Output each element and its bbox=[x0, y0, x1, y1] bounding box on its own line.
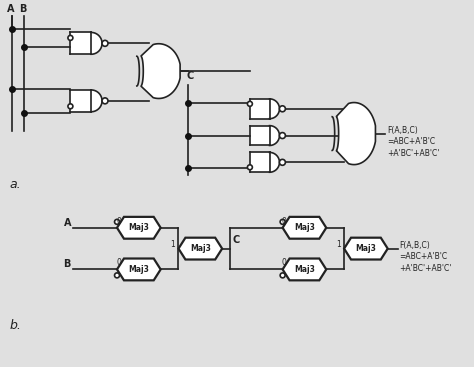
Text: F(A,B,C)
=ABC+A'B'C
+A'BC'+AB'C': F(A,B,C) =ABC+A'B'C +A'BC'+AB'C' bbox=[387, 126, 440, 158]
Circle shape bbox=[280, 132, 285, 138]
Polygon shape bbox=[344, 238, 388, 259]
Text: C: C bbox=[232, 235, 239, 245]
Text: Maj3: Maj3 bbox=[128, 265, 149, 274]
Circle shape bbox=[247, 165, 252, 170]
Text: Maj3: Maj3 bbox=[190, 244, 211, 253]
Polygon shape bbox=[250, 99, 280, 119]
Text: Maj3: Maj3 bbox=[356, 244, 376, 253]
Text: B: B bbox=[19, 4, 26, 14]
Text: B: B bbox=[64, 259, 71, 269]
Text: 0: 0 bbox=[116, 258, 121, 268]
Polygon shape bbox=[141, 44, 180, 98]
Circle shape bbox=[115, 219, 119, 224]
Text: F(A,B,C)
=ABC+A'B'C
+A'BC'+AB'C': F(A,B,C) =ABC+A'B'C +A'BC'+AB'C' bbox=[400, 241, 452, 273]
Text: a.: a. bbox=[10, 178, 21, 191]
Polygon shape bbox=[283, 217, 326, 239]
Text: 1: 1 bbox=[171, 240, 175, 248]
Polygon shape bbox=[336, 102, 375, 164]
Circle shape bbox=[102, 40, 108, 46]
Polygon shape bbox=[179, 238, 222, 259]
Circle shape bbox=[280, 106, 285, 112]
Text: Maj3: Maj3 bbox=[128, 223, 149, 232]
Circle shape bbox=[280, 159, 285, 165]
Circle shape bbox=[247, 101, 252, 106]
Text: b.: b. bbox=[10, 319, 22, 332]
Text: 0: 0 bbox=[116, 217, 121, 226]
Text: A: A bbox=[64, 218, 71, 228]
Text: Maj3: Maj3 bbox=[294, 265, 315, 274]
Polygon shape bbox=[250, 126, 280, 145]
Text: 1: 1 bbox=[336, 240, 341, 248]
Circle shape bbox=[280, 219, 285, 224]
Polygon shape bbox=[117, 217, 161, 239]
Circle shape bbox=[102, 98, 108, 104]
Polygon shape bbox=[250, 152, 280, 172]
Text: 0: 0 bbox=[282, 258, 286, 268]
Text: C: C bbox=[186, 71, 193, 81]
Text: Maj3: Maj3 bbox=[294, 223, 315, 232]
Circle shape bbox=[68, 104, 73, 109]
Text: 0: 0 bbox=[282, 217, 286, 226]
Polygon shape bbox=[71, 90, 102, 112]
Polygon shape bbox=[71, 32, 102, 54]
Polygon shape bbox=[283, 258, 326, 280]
Text: A: A bbox=[7, 4, 14, 14]
Polygon shape bbox=[117, 258, 161, 280]
Circle shape bbox=[115, 273, 119, 278]
Circle shape bbox=[280, 273, 285, 278]
Circle shape bbox=[68, 35, 73, 40]
